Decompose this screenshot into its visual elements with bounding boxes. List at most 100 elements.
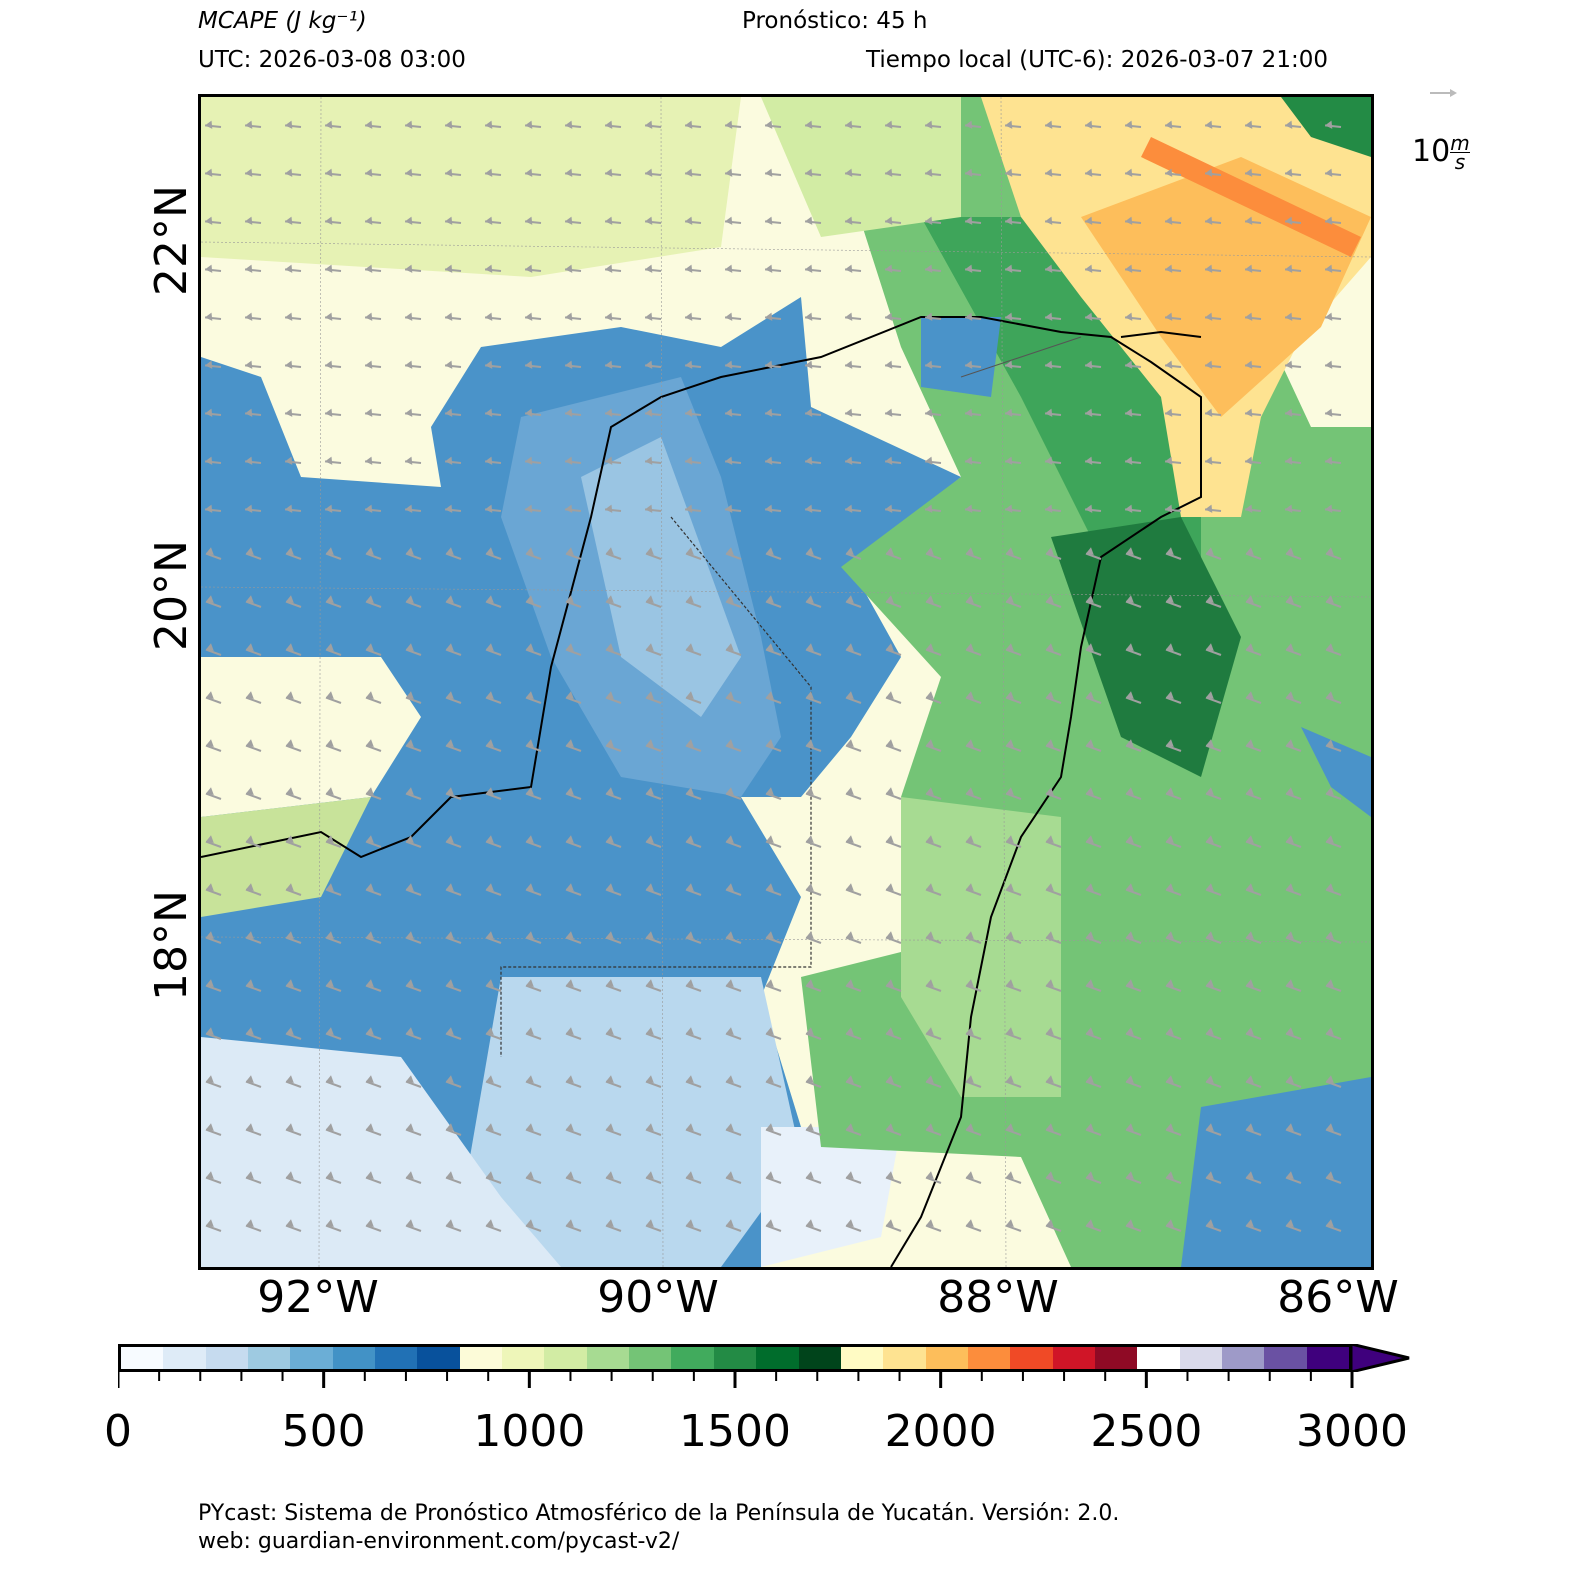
wind-arrow-head: [605, 547, 614, 556]
wind-arrow-head: [1205, 1027, 1214, 1036]
wind-arrow: [205, 1080, 222, 1088]
wind-arrow-head: [1325, 835, 1334, 844]
colorbar-segment: [121, 1347, 164, 1369]
wind-arrow-head: [925, 264, 933, 273]
wind-arrow: [605, 1032, 622, 1040]
wind-arrow: [405, 1224, 422, 1232]
wind-arrow-head: [1125, 360, 1133, 369]
colorbar-segment: [332, 1347, 376, 1369]
wind-arrow-head: [885, 312, 893, 321]
wind-arrow: [1005, 744, 1022, 752]
wind-arrow: [645, 648, 662, 656]
colorbar-segment: [756, 1347, 799, 1369]
wind-arrow-head: [1285, 168, 1293, 177]
colorbar-segment: [1137, 1347, 1180, 1369]
wind-arrow: [1165, 936, 1182, 944]
wind-arrow: [845, 984, 862, 992]
wind-arrow-head: [285, 931, 294, 940]
wind-arrow-head: [885, 504, 893, 513]
wind-arrow-head: [645, 643, 654, 652]
wind-arrow-head: [365, 787, 374, 796]
wind-arrow: [1045, 1032, 1062, 1040]
wind-arrow-head: [325, 504, 333, 513]
wind-arrow: [1325, 744, 1342, 752]
wind-arrow-head: [1005, 456, 1013, 465]
wind-arrow-head: [525, 931, 534, 940]
colorbar-segment: [502, 1347, 545, 1369]
wind-arrow: [445, 936, 462, 944]
wind-arrow-head: [205, 168, 213, 177]
wind-arrow-head: [525, 1123, 534, 1132]
wind-arrow-head: [245, 216, 253, 225]
wind-arrow-head: [845, 835, 854, 844]
wind-arrow-head: [885, 643, 894, 652]
wind-arrow-head: [1325, 216, 1333, 225]
wind-arrow-head: [1085, 643, 1094, 652]
wind-arrow-head: [1165, 643, 1174, 652]
wind-arrow: [1205, 1176, 1222, 1184]
wind-arrow-head: [1005, 979, 1014, 988]
wind-arrow-head: [1205, 504, 1213, 513]
wind-arrow: [565, 936, 582, 944]
wind-arrow-head: [285, 1219, 294, 1228]
wind-arrow-head: [1085, 739, 1094, 748]
wind-arrow-head: [1285, 739, 1294, 748]
wind-arrow-head: [1205, 1075, 1214, 1084]
wind-arrow-head: [365, 1219, 374, 1228]
wind-arrow: [485, 1224, 502, 1232]
wind-arrow-head: [645, 739, 654, 748]
wind-arrow-head: [1125, 595, 1134, 604]
wind-arrow: [1245, 648, 1262, 656]
wind-arrow-head: [365, 595, 374, 604]
wind-arrow-head: [805, 408, 813, 417]
wind-arrow-head: [605, 1075, 614, 1084]
wind-arrow-head: [525, 643, 534, 652]
wind-arrow: [1325, 552, 1342, 560]
wind-arrow-head: [565, 1219, 574, 1228]
wind-arrow-head: [605, 1171, 614, 1180]
colorbar-segment: [459, 1347, 503, 1369]
wind-arrow-head: [365, 931, 374, 940]
wind-arrow-head: [765, 883, 774, 892]
wind-arrow-head: [1165, 360, 1173, 369]
wind-arrow-head: [845, 691, 854, 700]
wind-arrow: [1165, 840, 1182, 848]
colorbar-segment: [1264, 1347, 1307, 1369]
wind-arrow: [365, 648, 382, 656]
wind-arrow-head: [285, 1075, 294, 1084]
wind-arrow: [565, 1128, 582, 1136]
wind-arrow-head: [1285, 312, 1293, 321]
wind-arrow: [405, 936, 422, 944]
wind-arrow-head: [1085, 504, 1093, 513]
wind-arrow-head: [245, 1075, 254, 1084]
wind-arrow-head: [805, 643, 814, 652]
wind-arrow-head: [1085, 456, 1093, 465]
wind-arrow-head: [1285, 264, 1293, 273]
wind-arrow-head: [805, 1171, 814, 1180]
wind-arrow-head: [805, 979, 814, 988]
wind-arrow: [1205, 888, 1222, 896]
wind-arrow: [645, 1032, 662, 1040]
wind-arrow-head: [1165, 547, 1174, 556]
wind-arrow-head: [845, 408, 853, 417]
wind-arrow-head: [485, 1027, 494, 1036]
wind-arrow: [1045, 696, 1062, 704]
wind-arrow: [925, 648, 942, 656]
wind-arrow-head: [485, 264, 493, 273]
wind-arrow: [325, 792, 342, 800]
wind-arrow-head: [1325, 1123, 1334, 1132]
wind-arrow-head: [325, 264, 333, 273]
wind-arrow-head: [245, 547, 254, 556]
wind-arrow-head: [1285, 1171, 1294, 1180]
wind-arrow-head: [685, 691, 694, 700]
wind-arrow: [405, 1032, 422, 1040]
wind-arrow: [805, 888, 822, 896]
wind-arrow-head: [245, 739, 254, 748]
wind-arrow-head: [525, 312, 533, 321]
wind-arrow-head: [725, 456, 733, 465]
wind-arrow: [365, 1224, 382, 1232]
wind-arrow-head: [325, 547, 334, 556]
wind-arrow: [685, 1224, 702, 1232]
wind-arrow-head: [1085, 883, 1094, 892]
wind-arrow-head: [1085, 1219, 1094, 1228]
